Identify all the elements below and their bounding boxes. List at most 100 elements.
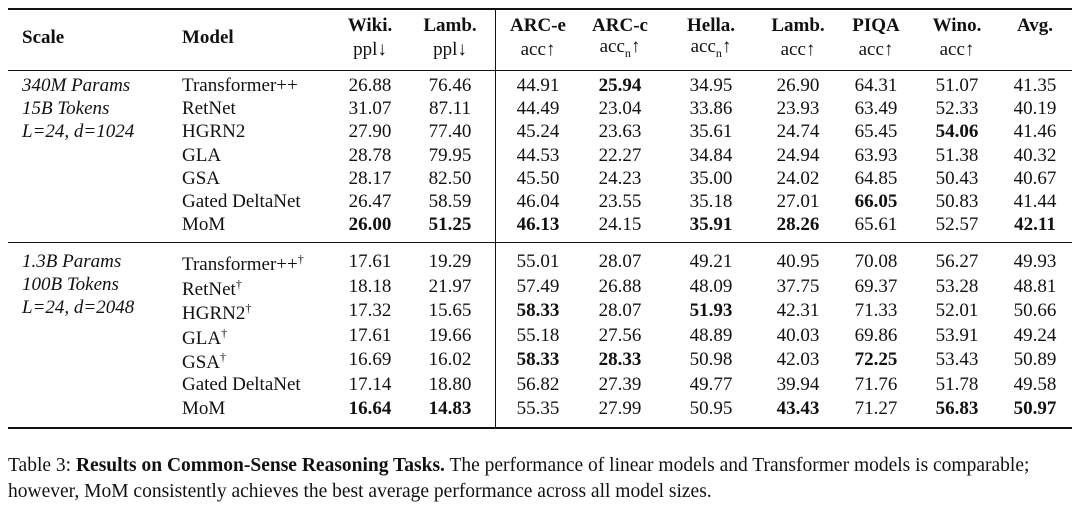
cell-value: 44.91 — [516, 75, 560, 96]
model-name: MoM — [182, 214, 225, 236]
cell-value: 27.56 — [598, 324, 642, 346]
cell-value: 26.90 — [776, 75, 820, 96]
scale-text: 15B Tokens — [22, 98, 110, 119]
cell-value: 40.95 — [776, 251, 820, 272]
metric-text: acc↑ — [780, 39, 816, 60]
bottom-rule — [8, 427, 1072, 429]
cell-value: 27.99 — [598, 398, 642, 419]
cell-value: 43.43 — [776, 398, 820, 419]
cell-value: 44.49 — [516, 98, 560, 120]
cell-value: 28.07 — [598, 300, 642, 321]
scale-text: 340M Params — [22, 75, 131, 96]
model-name: GLA — [182, 145, 221, 167]
model-name: RetNet — [182, 98, 236, 120]
cell-value: 50.89 — [1013, 349, 1057, 370]
cell-value: 24.74 — [776, 121, 820, 143]
model-text: Gated DeltaNet — [182, 373, 301, 395]
cell-value: 51.25 — [428, 214, 472, 236]
model-text: Transformer++ — [182, 75, 298, 96]
cell-value: 50.98 — [689, 349, 733, 370]
cell-value: 28.17 — [348, 167, 392, 189]
metric-text: acc — [690, 36, 716, 58]
cell-value: 18.80 — [428, 373, 472, 395]
header-metric: accn↑ — [600, 36, 641, 64]
cell-value: 17.32 — [348, 300, 392, 321]
cell-value: 63.93 — [854, 144, 898, 166]
cell-value: 27.39 — [598, 373, 642, 395]
cell-value: 22.27 — [598, 144, 642, 166]
cell-value: 14.83 — [428, 398, 472, 419]
cell-value: 51.78 — [935, 373, 979, 395]
cell-value: 58.59 — [428, 191, 472, 212]
header-metric: ppl↓ — [433, 39, 467, 61]
cell-value: 15.65 — [428, 300, 472, 321]
cell-value: 46.13 — [516, 214, 560, 236]
cell-value: 79.95 — [428, 144, 472, 166]
cell-value: 71.27 — [854, 398, 898, 419]
cell-value: 50.43 — [935, 167, 979, 189]
cell-value: 76.46 — [428, 75, 472, 96]
cell-value: 35.91 — [689, 214, 733, 236]
cell-value: 26.88 — [598, 275, 642, 297]
cell-value: 49.93 — [1013, 251, 1057, 272]
model-name: Transformer++† — [182, 248, 304, 276]
cell-value: 66.05 — [854, 191, 898, 212]
cell-value: 70.08 — [854, 251, 898, 272]
metric-text: ppl↓ — [353, 39, 387, 60]
cell-value: 63.49 — [854, 98, 898, 120]
cell-value: 56.82 — [516, 373, 560, 395]
cell-value: 26.00 — [348, 214, 392, 236]
header-metric: accn↑ — [691, 36, 732, 64]
cell-value: 82.50 — [428, 167, 472, 189]
cell-value: 42.11 — [1014, 214, 1056, 236]
cell-value: 17.61 — [348, 251, 392, 272]
header-label: Wino. — [932, 15, 982, 36]
model-name: GSA — [182, 168, 220, 190]
cell-value: 26.47 — [348, 191, 392, 212]
cell-value: 50.97 — [1013, 398, 1057, 419]
cell-value: 31.07 — [348, 98, 392, 120]
scale-text: 100B Tokens — [22, 274, 119, 295]
cell-value: 53.91 — [935, 324, 979, 346]
metric-text: acc↑ — [520, 39, 556, 60]
cell-value: 58.33 — [516, 300, 560, 321]
cell-value: 24.94 — [776, 144, 820, 166]
cell-value: 72.25 — [854, 349, 898, 370]
cell-value: 27.90 — [348, 121, 392, 143]
model-text: MoM — [182, 214, 226, 236]
column-separator — [495, 10, 496, 427]
cell-value: 28.26 — [776, 214, 820, 236]
cell-value: 35.61 — [689, 121, 733, 143]
metric-text: ppl↓ — [433, 39, 467, 60]
cell-value: 16.64 — [348, 398, 392, 419]
cell-value: 28.78 — [348, 144, 392, 166]
cell-value: 42.31 — [776, 300, 820, 321]
header-label: Model — [182, 27, 234, 48]
cell-value: 48.81 — [1013, 275, 1057, 297]
cell-value: 33.86 — [689, 98, 733, 120]
cell-value: 51.07 — [935, 75, 979, 96]
cell-value: 50.95 — [689, 398, 733, 419]
header-label: Lamb. — [771, 15, 825, 36]
model-mark: † — [297, 251, 304, 266]
model-text: HGRN2 — [182, 303, 246, 325]
model-text: GLA — [182, 144, 222, 166]
model-text: GLA — [182, 327, 222, 349]
metric-text: acc↑ — [858, 39, 894, 60]
cell-value: 35.18 — [689, 191, 733, 212]
header-metric: acc↑ — [521, 39, 556, 61]
model-text: Gated DeltaNet — [182, 191, 301, 212]
cell-value: 65.45 — [854, 121, 898, 143]
metric-text: acc — [599, 36, 625, 58]
model-text: RetNet — [182, 98, 236, 120]
cell-value: 87.11 — [428, 98, 472, 120]
cell-value: 41.46 — [1013, 121, 1057, 143]
cell-value: 21.97 — [428, 275, 472, 297]
metric-text: acc↑ — [939, 39, 975, 60]
metric-sub: n — [624, 45, 631, 60]
model-text: Transformer++ — [182, 254, 298, 276]
cell-value: 19.29 — [428, 251, 472, 272]
model-name: GLA† — [182, 321, 227, 349]
cell-value: 40.19 — [1013, 98, 1057, 120]
model-mark: † — [220, 349, 227, 364]
